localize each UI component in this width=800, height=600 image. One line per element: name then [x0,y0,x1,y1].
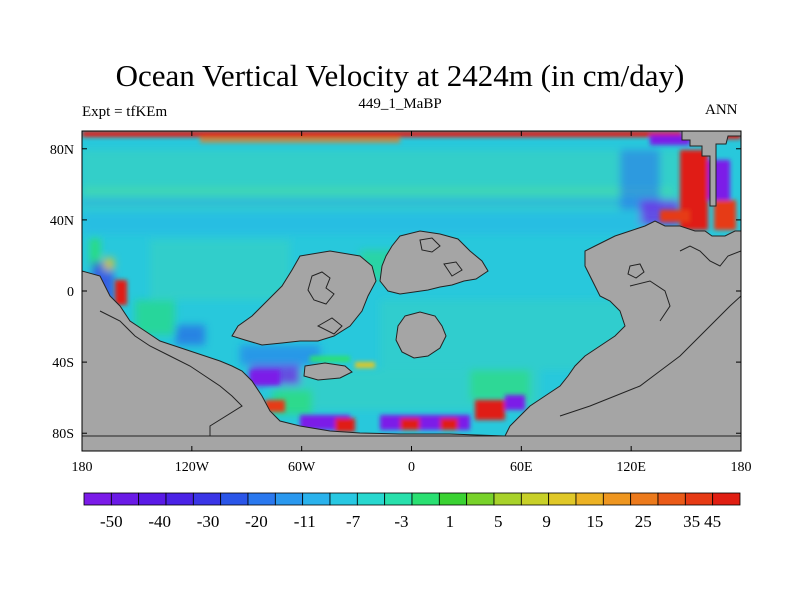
colorbar-label: 5 [494,512,503,531]
season-label: ANN [705,102,738,118]
lon-tick-label: 0 [408,460,415,475]
colorbar [83,492,741,506]
map-plot-area [82,131,741,451]
lat-tick-label: 40S [52,356,74,371]
lon-tick-label: 60W [288,460,316,475]
colorbar-label: -50 [100,512,123,531]
lon-tick-label: 120W [175,460,210,475]
land-south-polar [82,270,506,437]
colorbar-box [274,492,304,506]
colorbar-box [192,492,222,506]
colorbar-box [548,492,577,506]
case-label: 449_1_MaBP [358,96,442,112]
colorbar-box [520,492,550,506]
colorbar-label: -7 [346,512,361,531]
colorbar-box [356,492,386,506]
land-top-right [681,131,741,207]
colorbar-box [165,492,194,506]
colorbar-label: -40 [148,512,171,531]
colorbar-label: -20 [245,512,268,531]
lat-tick-label: 40N [50,214,74,229]
colorbar-box [411,492,440,506]
lat-tick-label: 80S [52,427,74,442]
land-island-2 [627,263,645,279]
lat-tick-label: 80N [50,143,74,158]
latitude-axis: 80N 40N 0 40S 80S [50,143,741,442]
colorbar-box [438,492,468,506]
colorbar-labels: -50 -40 -30 -20 -11 -7 -3 1 5 9 15 25 35 45 [100,512,721,531]
experiment-label: Expt = tfKEm [82,104,168,120]
colorbar-label: 25 [635,512,652,531]
lon-tick-label: 60E [510,460,533,475]
land-masses [82,131,741,451]
colorbar-box [466,492,495,506]
colorbar-box [220,492,249,506]
colorbar-label: 1 [446,512,455,531]
land-south-interior [82,435,741,451]
lon-tick-label: 180 [72,460,93,475]
colorbar-box [493,492,522,506]
lon-tick-label: 120E [616,460,646,475]
coastline-details [99,237,741,436]
colorbar-box [302,492,331,506]
land-island-1 [303,362,353,381]
colorbar-box [712,492,741,506]
colorbar-box [684,492,714,506]
colorbar-box [329,492,358,506]
colorbar-label: 9 [542,512,551,531]
land-central-south [395,311,447,359]
colorbar-label: -30 [197,512,220,531]
colorbar-box [384,492,413,506]
colorbar-box [110,492,140,506]
land-central-landmass [379,230,489,295]
colorbar-box [575,492,604,506]
colorbar-box [602,492,632,506]
colorbar-label: 35 [683,512,700,531]
colorbar-box [630,492,659,506]
lon-tick-label: 180 [731,460,752,475]
colorbar-box [247,492,276,506]
colorbar-label: 45 [704,512,721,531]
colorbar-label: -11 [294,512,316,531]
land-east-landmass [504,220,741,437]
land-western-continent [231,250,377,346]
lat-tick-label: 0 [67,285,74,300]
plot-title: Ocean Vertical Velocity at 2424m (in cm/… [115,58,685,93]
colorbar-box [83,492,112,506]
colorbar-box [138,492,167,506]
colorbar-label: -3 [394,512,408,531]
colorbar-box [657,492,686,506]
longitude-axis: 180 120W 60W 0 60E 120E 180 [72,131,752,475]
colorbar-label: 15 [586,512,603,531]
